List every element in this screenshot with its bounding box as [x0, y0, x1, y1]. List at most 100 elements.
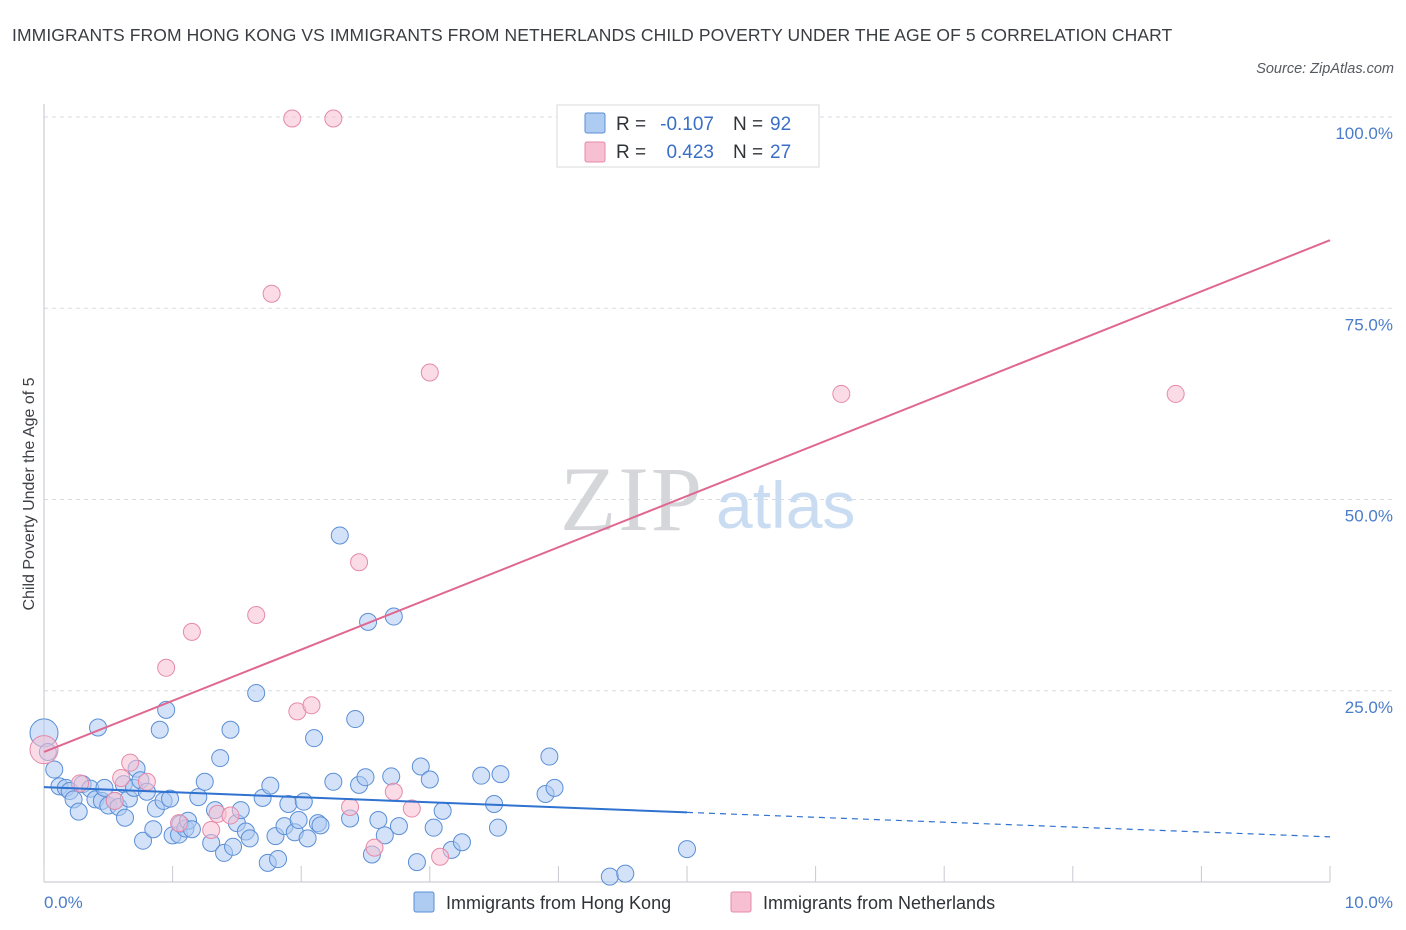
y-tick-label-75: 75.0% [1345, 315, 1393, 334]
hong-kong-point [616, 864, 635, 883]
hong-kong-point [195, 772, 214, 791]
netherlands-point [262, 284, 281, 303]
watermark-atlas: atlas [716, 468, 855, 542]
stats-r-value-1: -0.107 [660, 114, 714, 135]
stats-r-value-2: 0.423 [666, 142, 714, 163]
hong-kong-point [45, 760, 64, 779]
hong-kong-point [491, 765, 510, 784]
hong-kong-point [298, 829, 317, 848]
hong-kong-point [488, 818, 507, 837]
hong-kong-point [116, 808, 135, 827]
netherlands-point [384, 782, 403, 801]
stats-r-label-2: R = [616, 142, 646, 163]
hong-kong-point [69, 802, 88, 821]
series-hong-kong-points [29, 526, 696, 886]
hong-kong-point [346, 710, 365, 729]
netherlands-point [221, 806, 240, 825]
netherlands-point [431, 847, 450, 866]
x-ticks [43, 866, 1331, 882]
hong-kong-point [294, 792, 313, 811]
hong-kong-point [211, 749, 230, 768]
netherlands-point [324, 109, 343, 128]
y-tick-labels: 25.0% 50.0% 75.0% 100.0% [1335, 124, 1393, 717]
legend-label-hong-kong: Immigrants from Hong Kong [446, 893, 671, 913]
x-tick-label-max: 10.0% [1345, 893, 1393, 912]
hong-kong-point [407, 853, 426, 872]
netherlands-point [29, 735, 59, 765]
y-tick-label-100: 100.0% [1335, 124, 1393, 143]
hong-kong-point [150, 720, 169, 739]
legend-label-netherlands: Immigrants from Netherlands [763, 893, 995, 913]
hong-kong-point [472, 766, 491, 785]
hong-kong-point [224, 837, 243, 856]
watermark: ZIP atlas [560, 448, 855, 550]
hong-kong-point [600, 867, 619, 886]
hong-kong-point [305, 729, 324, 748]
hong-kong-point [330, 526, 349, 545]
hong-kong-point [221, 720, 240, 739]
hong-kong-point [144, 820, 163, 839]
hong-kong-point [382, 767, 401, 786]
netherlands-point [341, 798, 360, 817]
watermark-zip: ZIP [560, 448, 704, 550]
gridlines [44, 116, 1394, 692]
hong-kong-point [433, 801, 452, 820]
source-label: Source: ZipAtlas.com [1256, 61, 1394, 77]
stats-n-label-2: N = [733, 142, 763, 163]
stats-r-label-1: R = [616, 114, 646, 135]
hong-kong-point [389, 817, 408, 836]
netherlands-point [202, 820, 221, 839]
netherlands-point [105, 791, 124, 810]
stats-legend-swatch-blue [584, 112, 606, 134]
hong-kong-point [540, 747, 559, 766]
hong-kong-point [240, 829, 259, 848]
hong-kong-point [269, 850, 288, 869]
trend-line-hong-kong-extension [686, 811, 1331, 838]
y-tick-label-50: 50.0% [1345, 507, 1393, 526]
netherlands-point [121, 753, 140, 772]
hong-kong-point [134, 831, 153, 850]
netherlands-point [182, 622, 201, 641]
hong-kong-point [452, 833, 471, 852]
hong-kong-point [95, 778, 114, 797]
hong-kong-point [261, 776, 280, 795]
hong-kong-point [375, 826, 394, 845]
hong-kong-point [289, 811, 308, 830]
hong-kong-point [369, 811, 388, 830]
legend-swatch-hong-kong [413, 891, 435, 913]
hong-kong-point [678, 840, 696, 859]
netherlands-point [302, 696, 321, 715]
hong-kong-point [279, 794, 298, 813]
netherlands-point [157, 658, 176, 677]
netherlands-point [350, 553, 369, 572]
hong-kong-point [356, 768, 375, 787]
netherlands-point [832, 384, 851, 403]
y-tick-label-25: 25.0% [1345, 698, 1393, 717]
x-tick-label-min: 0.0% [44, 893, 83, 912]
stats-legend-swatch-pink [584, 141, 606, 163]
netherlands-point [365, 838, 384, 857]
chart-title: IMMIGRANTS FROM HONG KONG VS IMMIGRANTS … [12, 25, 1173, 45]
series-netherlands-points [29, 109, 1185, 866]
trend-line-hong-kong [43, 786, 688, 814]
stats-n-value-2: 27 [770, 142, 791, 163]
netherlands-point [137, 772, 156, 791]
hong-kong-point [247, 684, 266, 703]
netherlands-point [402, 799, 421, 818]
legend-swatch-netherlands [730, 891, 752, 913]
stats-legend: R = -0.107 N = 92 R = 0.423 N = 27 [556, 104, 820, 168]
hong-kong-point [424, 818, 443, 837]
stats-n-value-1: 92 [770, 114, 791, 135]
hong-kong-point [311, 816, 330, 835]
stats-n-label-1: N = [733, 114, 763, 135]
trend-line-netherlands [43, 239, 1331, 753]
netherlands-point [112, 768, 131, 787]
netherlands-point [283, 109, 302, 128]
netherlands-point [420, 363, 439, 382]
series-legend: Immigrants from Hong Kong Immigrants fro… [413, 891, 995, 913]
hong-kong-point [324, 772, 343, 791]
hong-kong-point [189, 788, 208, 807]
hong-kong-point [411, 757, 430, 776]
netherlands-point [1166, 384, 1185, 403]
